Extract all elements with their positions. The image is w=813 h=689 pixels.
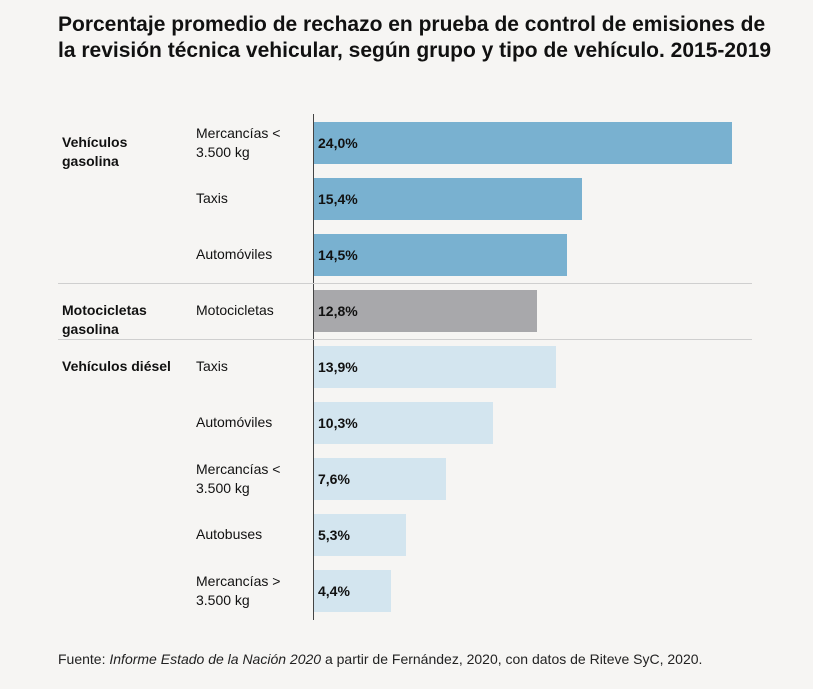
category-label: Mercancías < 3.500 kg	[196, 125, 281, 160]
bar-value-label: 4,4%	[318, 583, 350, 599]
chart-title: Porcentaje promedio de rechazo en prueba…	[58, 13, 772, 62]
bar	[314, 290, 537, 332]
category-label: Taxis	[196, 190, 228, 206]
bar	[314, 458, 447, 500]
bar	[314, 234, 567, 276]
category-label: Taxis	[196, 358, 228, 374]
bar-value-label: 13,9%	[318, 359, 358, 375]
source-prefix: Fuente:	[58, 651, 110, 667]
group-label-vehiculos-diesel: Vehículos diésel	[62, 358, 171, 374]
bar-value-label: 7,6%	[318, 471, 350, 487]
bar	[314, 122, 732, 164]
bar	[314, 178, 583, 220]
bar	[314, 570, 391, 612]
bar-value-label: 15,4%	[318, 191, 358, 207]
group-separator	[58, 339, 752, 340]
bar	[314, 514, 407, 556]
bar-value-label: 12,8%	[318, 303, 358, 319]
category-axis-line	[313, 114, 314, 620]
bar-value-label: 24,0%	[318, 135, 358, 151]
category-label: Mercancías < 3.500 kg	[196, 461, 281, 496]
category-label: Automóviles	[196, 414, 273, 430]
group-label-motocicletas-gasolina: Motocicletas gasolina	[62, 302, 147, 337]
category-label: Mercancías > 3.500 kg	[196, 573, 281, 608]
bar-value-label: 5,3%	[318, 527, 350, 543]
source-suffix: a partir de Fernández, 2020, con datos d…	[321, 651, 703, 667]
bar-value-label: 10,3%	[318, 415, 358, 431]
category-label: Automóviles	[196, 246, 273, 262]
bar-value-label: 14,5%	[318, 247, 358, 263]
bar	[314, 402, 494, 444]
source-report-title: Informe Estado de la Nación 2020	[109, 651, 322, 667]
bar	[314, 346, 557, 388]
category-label: Autobuses	[196, 526, 263, 542]
source-note: Fuente: Informe Estado de la Nación 2020…	[58, 650, 798, 668]
group-label-vehiculos-gasolina: Vehículos gasolina	[62, 134, 128, 169]
category-label: Motocicletas	[196, 302, 274, 318]
group-separator	[58, 283, 752, 284]
